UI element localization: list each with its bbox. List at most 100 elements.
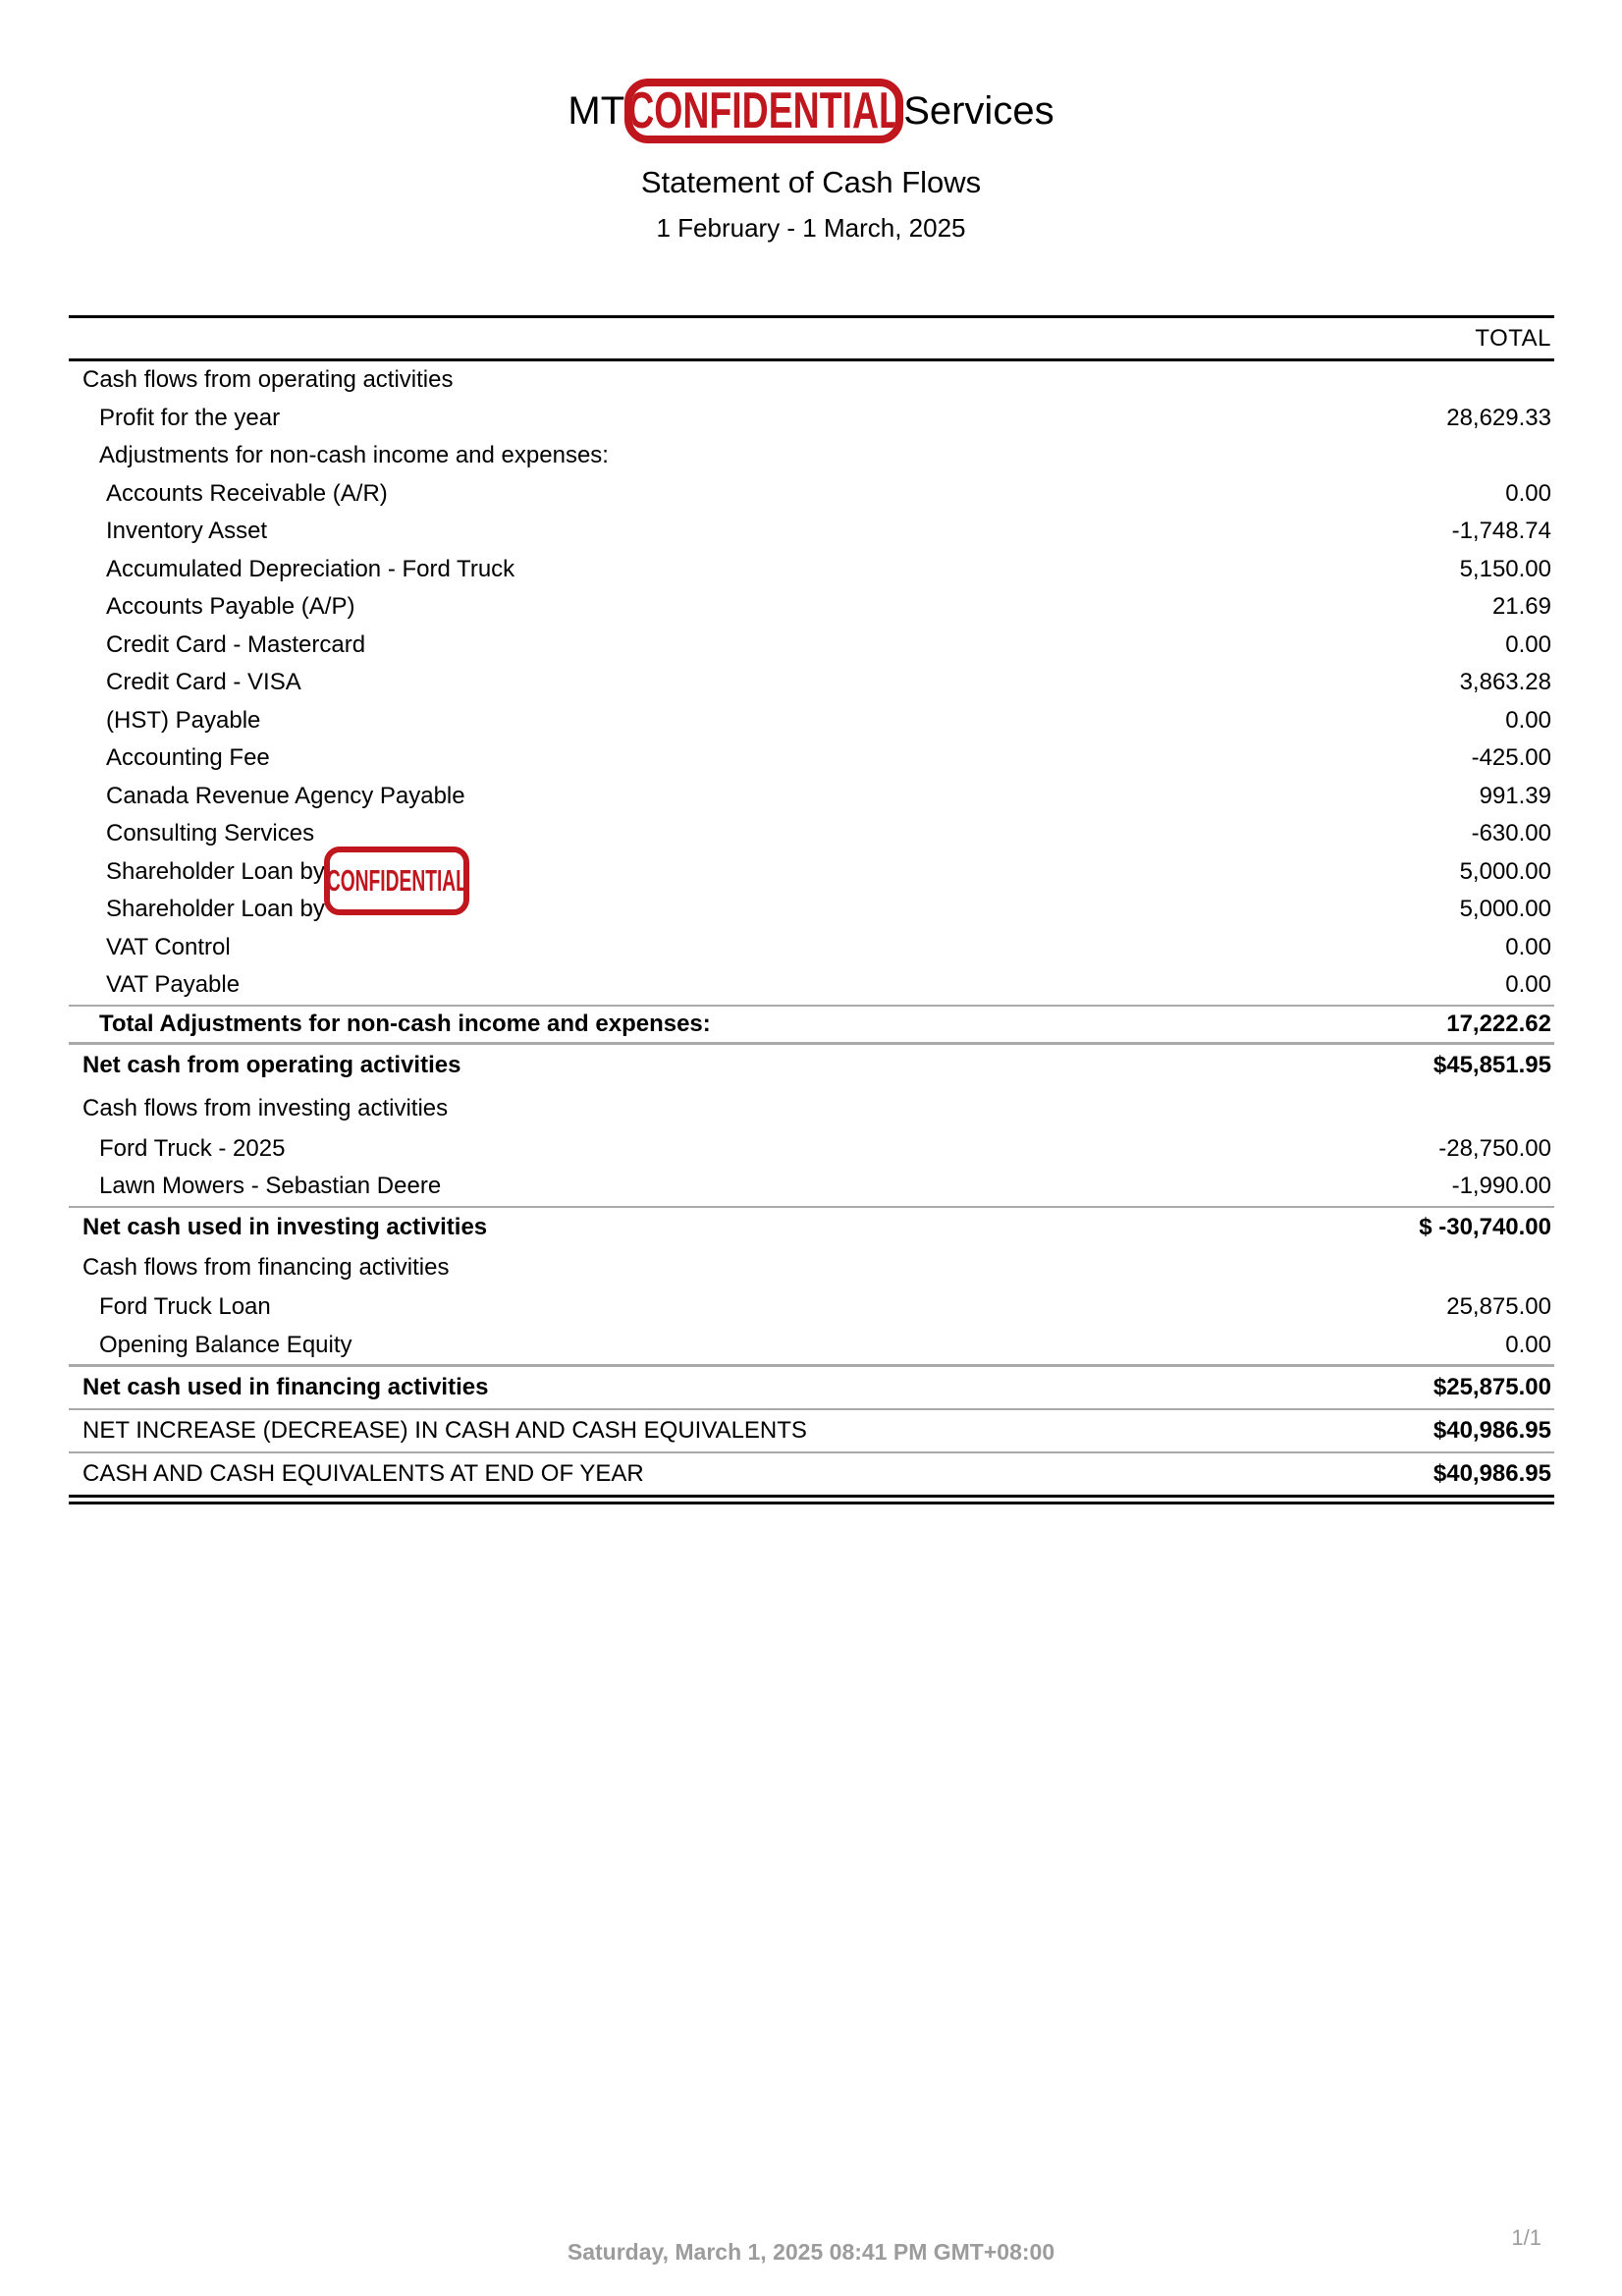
row-label: Adjustments for non-cash income and expe… [99, 442, 609, 469]
confidential-stamp-text: CONFIDENTIAL [626, 82, 901, 139]
table-row-section-financing: Cash flows from financing activities [69, 1247, 1554, 1288]
row-label: NET INCREASE (DECREASE) IN CASH AND CASH… [82, 1416, 807, 1444]
table-row: Accounts Receivable (A/R) 0.00 [69, 475, 1554, 514]
row-label: Inventory Asset [106, 518, 268, 545]
row-value: 5,000.00 [1459, 896, 1551, 923]
report-title: Statement of Cash Flows [640, 165, 982, 199]
confidential-stamp-overlay-text: CONFIDENTIAL [326, 863, 467, 898]
row-label: Accounts Payable (A/P) [106, 593, 355, 621]
table-row: Ford Truck - 2025 -28,750.00 [69, 1130, 1554, 1169]
table-row-shareholder-loan-1: Shareholder Loan by 5,000.00 [69, 853, 1554, 892]
table-bottom-double-rule [69, 1494, 1554, 1504]
row-label: (HST) Payable [106, 706, 261, 734]
row-label: Accumulated Depreciation - Ford Truck [106, 555, 515, 582]
row-label: Profit for the year [99, 404, 281, 431]
row-label: Cash flows from investing activities [82, 1094, 449, 1121]
table-row: Accumulated Depreciation - Ford Truck 5,1… [69, 551, 1554, 589]
row-value: $40,986.95 [1433, 1459, 1551, 1487]
row-value: 0.00 [1505, 933, 1551, 960]
row-label: Shareholder Loan by [106, 857, 325, 885]
table-row-net-investing: Net cash used in investing activities $ -… [69, 1208, 1554, 1247]
table-row: Canada Revenue Agency Payable 991.39 [69, 778, 1554, 816]
row-value: 0.00 [1505, 630, 1551, 658]
row-label: Credit Card - VISA [106, 669, 301, 696]
row-value: 21.69 [1491, 593, 1551, 621]
confidential-stamp: CONFIDENTIAL [624, 79, 904, 143]
table-row: Inventory Asset -1,748.74 [69, 513, 1554, 551]
table-row-total-adjustments: Total Adjustments for non-cash income an… [69, 1007, 1554, 1042]
cash-flow-statement: TOTAL Cash flows from operating activiti… [69, 315, 1554, 1504]
company-title-prefix: MT [568, 88, 625, 133]
row-value: -630.00 [1471, 820, 1551, 847]
row-value: 0.00 [1505, 706, 1551, 734]
report-period: 1 February - 1 March, 2025 [656, 213, 966, 243]
table-row: Adjustments for non-cash income and expe… [69, 437, 1554, 475]
table-row-cash-end-of-year: CASH AND CASH EQUIVALENTS AT END OF YEAR… [69, 1453, 1554, 1495]
row-label: Ford Truck - 2025 [99, 1134, 286, 1162]
row-label: VAT Payable [106, 971, 241, 999]
company-title: MT CONFIDENTIAL Services [0, 79, 1622, 143]
table-row: (HST) Payable 0.00 [69, 702, 1554, 740]
table-row-net-financing: Net cash used in financing activities $25… [69, 1367, 1554, 1408]
table-row: Credit Card - Mastercard 0.00 [69, 627, 1554, 665]
footer-page-number: 1/1 [1511, 2225, 1541, 2250]
row-label: Cash flows from operating activities [82, 366, 454, 394]
table-row-shareholder-loan-2: Shareholder Loan by 5,000.00 [69, 891, 1554, 929]
row-value: -1,748.74 [1451, 518, 1551, 545]
row-value: $25,875.00 [1433, 1373, 1551, 1400]
row-value: 0.00 [1505, 1331, 1551, 1358]
row-label: Net cash used in investing activities [82, 1214, 488, 1240]
row-value: 28,629.33 [1446, 404, 1551, 431]
row-value: 0.00 [1505, 479, 1551, 507]
row-value: 0.00 [1505, 971, 1551, 999]
separator-rule [69, 1450, 1554, 1453]
table-row: Opening Balance Equity 0.00 [69, 1327, 1554, 1365]
row-value: 5,000.00 [1459, 857, 1551, 885]
row-value: 991.39 [1479, 782, 1551, 809]
row-label: Net cash used in financing activities [82, 1373, 489, 1400]
company-title-suffix: Services [903, 88, 1054, 133]
separator-rule [69, 1042, 1554, 1045]
separator-rule [69, 1407, 1554, 1410]
footer-timestamp: Saturday, March 1, 2025 08:41 PM GMT+08:… [567, 2239, 1055, 2265]
table-header-rule [69, 358, 1554, 361]
row-value: $ -30,740.00 [1419, 1214, 1551, 1240]
confidential-stamp-overlay: CONFIDENTIAL [324, 847, 469, 915]
row-value: 17,222.62 [1446, 1011, 1551, 1037]
row-value: $45,851.95 [1433, 1052, 1551, 1078]
row-label: Cash flows from financing activities [82, 1254, 450, 1281]
separator-rule [69, 1205, 1554, 1208]
row-value: -1,990.00 [1451, 1173, 1551, 1200]
row-label: Net cash from operating activities [82, 1052, 461, 1078]
row-label: Ford Truck Loan [99, 1293, 271, 1321]
table-row: Credit Card - VISA 3,863.28 [69, 664, 1554, 702]
table-row: Ford Truck Loan 25,875.00 [69, 1288, 1554, 1327]
row-label: Shareholder Loan by [106, 896, 325, 923]
table-row: VAT Payable 0.00 [69, 966, 1554, 1005]
row-label: Canada Revenue Agency Payable [106, 782, 465, 809]
table-row: VAT Control 0.00 [69, 929, 1554, 967]
row-label: Consulting Services [106, 820, 315, 847]
table-top-rule [69, 315, 1554, 318]
row-label: Opening Balance Equity [99, 1331, 352, 1358]
separator-rule [69, 1004, 1554, 1007]
row-value: 5,150.00 [1459, 555, 1551, 582]
row-value: 25,875.00 [1446, 1293, 1551, 1321]
table-row: Accounting Fee -425.00 [69, 739, 1554, 778]
row-label: Lawn Mowers - Sebastian Deere [99, 1173, 442, 1200]
table-row: Accounts Payable (A/P) 21.69 [69, 588, 1554, 627]
row-label: Accounting Fee [106, 744, 270, 772]
table-row-net-operating: Net cash from operating activities $45,85… [69, 1045, 1554, 1087]
row-label: Accounts Receivable (A/R) [106, 479, 388, 507]
row-value: -425.00 [1471, 744, 1551, 772]
row-label: VAT Control [106, 933, 231, 960]
table-row-net-increase: NET INCREASE (DECREASE) IN CASH AND CASH… [69, 1410, 1554, 1451]
table-row-section-investing: Cash flows from investing activities [69, 1087, 1554, 1130]
total-column-header: TOTAL [1475, 325, 1551, 352]
table-row: Cash flows from operating activities [69, 361, 1554, 400]
row-label: Credit Card - Mastercard [106, 630, 366, 658]
row-value: -28,750.00 [1438, 1134, 1551, 1162]
row-value: 3,863.28 [1459, 669, 1551, 696]
table-row: Consulting Services -630.00 [69, 815, 1554, 853]
row-label: Total Adjustments for non-cash income an… [99, 1011, 711, 1037]
